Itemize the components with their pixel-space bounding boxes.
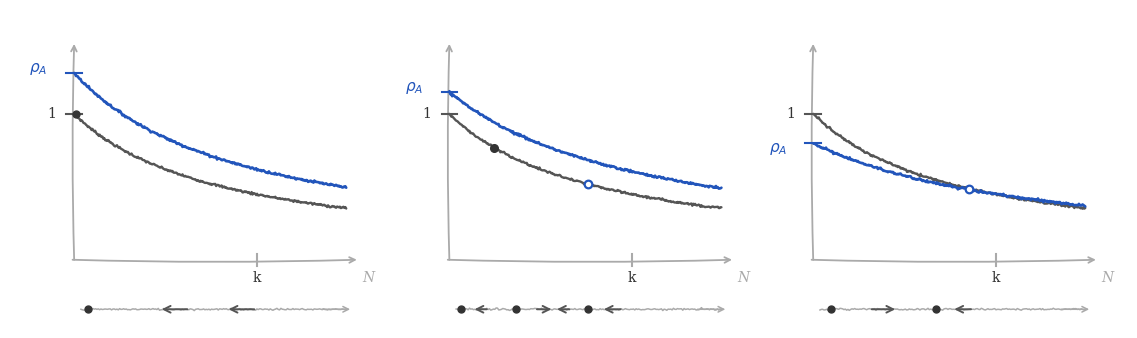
Text: N: N (363, 271, 374, 285)
Text: N: N (738, 271, 749, 285)
Text: $\rho_A$: $\rho_A$ (30, 61, 48, 77)
Text: k: k (991, 271, 1001, 285)
Text: $\rho_A$: $\rho_A$ (769, 141, 787, 157)
Text: 1: 1 (787, 107, 796, 121)
Text: 1: 1 (423, 107, 432, 121)
Text: 1: 1 (48, 107, 57, 121)
Text: $\rho_A$: $\rho_A$ (405, 80, 423, 96)
Text: k: k (628, 271, 637, 285)
Text: k: k (252, 271, 262, 285)
Text: N: N (1102, 271, 1113, 285)
